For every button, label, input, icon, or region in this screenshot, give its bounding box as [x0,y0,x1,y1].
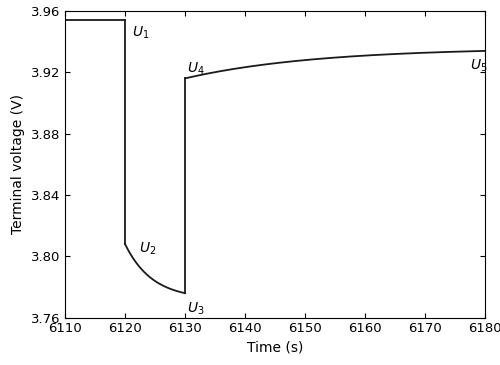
Text: $U_5$: $U_5$ [470,58,488,74]
X-axis label: Time (s): Time (s) [247,341,303,355]
Text: $U_3$: $U_3$ [188,301,205,317]
Text: $U_2$: $U_2$ [139,240,156,257]
Text: $U_1$: $U_1$ [132,25,150,41]
Text: $U_4$: $U_4$ [188,61,205,77]
Y-axis label: Terminal voltage (V): Terminal voltage (V) [11,94,25,234]
